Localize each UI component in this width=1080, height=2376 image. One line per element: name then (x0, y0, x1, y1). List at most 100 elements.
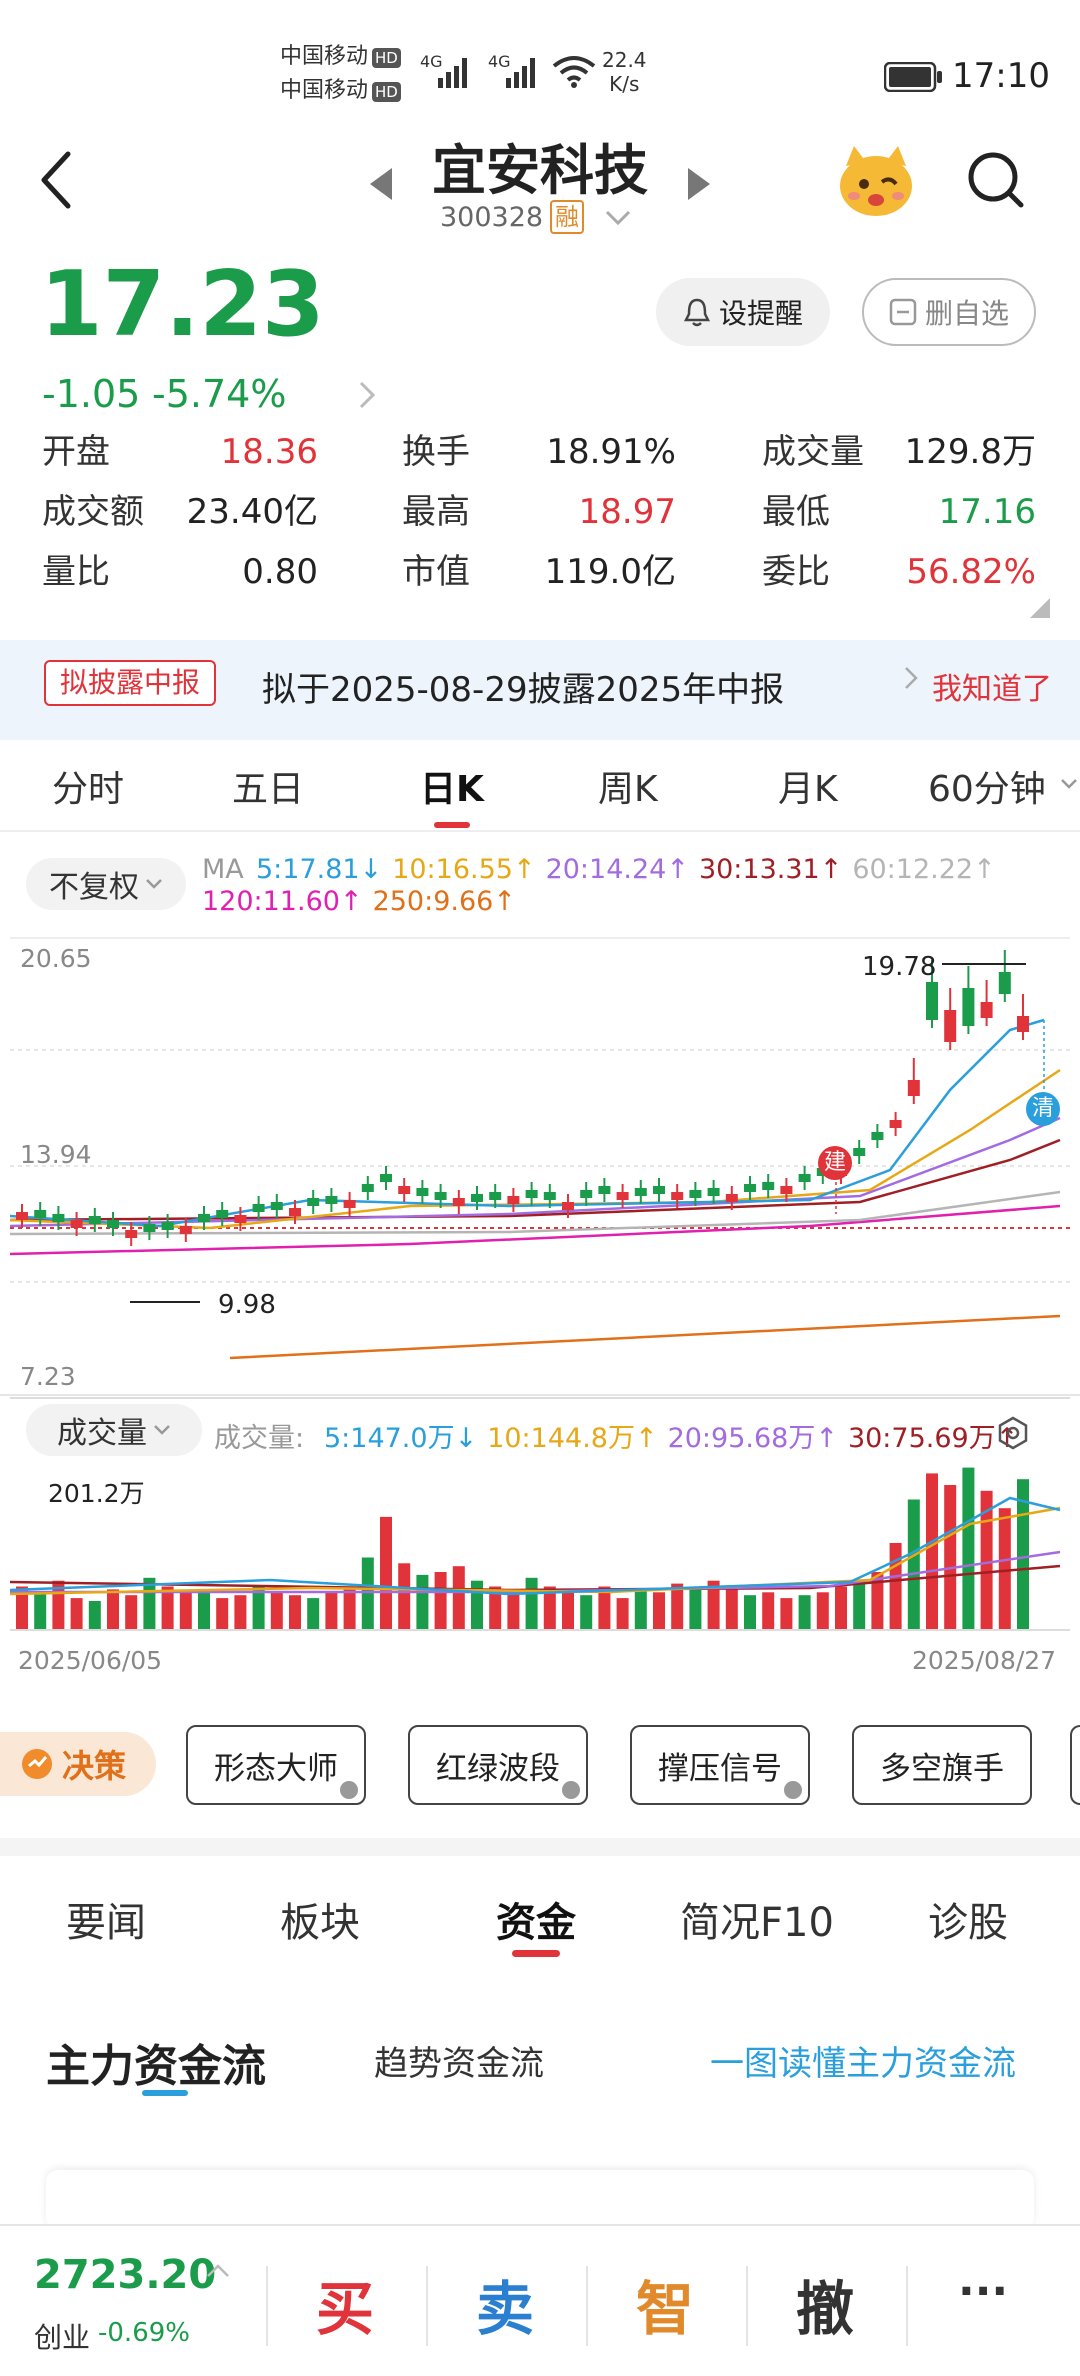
volume-bar (926, 1473, 938, 1630)
volume-bar (161, 1586, 174, 1630)
stat-value: 119.0亿 (544, 552, 676, 592)
next-stock-icon[interactable] (686, 166, 712, 206)
candle (143, 1224, 156, 1232)
remove-watchlist-label: 删自选 (924, 297, 1009, 330)
sell-button[interactable]: 卖 (476, 2275, 535, 2343)
volume-bar (434, 1572, 447, 1630)
stat-label: 成交量 (762, 432, 864, 472)
tab-3[interactable]: 周K (598, 769, 658, 810)
volume-bar (998, 1508, 1011, 1630)
more-icon[interactable]: ··· (958, 2266, 1009, 2317)
expand-corner-icon[interactable] (1030, 598, 1050, 622)
info-tab[interactable]: 资金 (496, 1900, 576, 1946)
bell-icon (683, 298, 711, 327)
volume-bar (198, 1589, 210, 1630)
settings-hex-icon[interactable] (996, 1416, 1030, 1454)
candle (289, 1208, 301, 1216)
clear-position-badge[interactable]: 清 (1026, 1092, 1060, 1126)
mascot-icon[interactable] (836, 142, 916, 222)
volume-legend-item: 5:147.0万↓ (324, 1423, 478, 1454)
volume-bar (853, 1580, 866, 1630)
stat-label: 最低 (762, 492, 830, 532)
decision-button[interactable]: 形态大师 (186, 1725, 366, 1805)
disclosure-notice[interactable]: 拟披露中报 拟于2025-08-29披露2025年中报 我知道了 (0, 640, 1080, 740)
chevron-down-icon[interactable] (604, 208, 632, 232)
decision-button[interactable]: 撑压信号 (630, 1725, 810, 1805)
info-tab[interactable]: 板块 (280, 1900, 360, 1946)
volume-bar (34, 1592, 47, 1630)
bottom-trade-bar: 2723.20 创业 -0.69% 买 卖 智 撤 ··· (0, 2224, 1080, 2376)
volume-bar (289, 1595, 301, 1630)
volume-bar (835, 1586, 847, 1630)
status-bar: 中国移动 HD 中国移动 HD 4G 4G 22.4 K/s 17:10 (0, 0, 1080, 130)
volume-bar (744, 1595, 756, 1630)
decision-tag[interactable]: 决策 (0, 1732, 156, 1796)
tab-trend-fund-flow[interactable]: 趋势资金流 (374, 2044, 544, 2084)
notice-ack[interactable]: 我知道了 (932, 672, 1052, 707)
back-icon[interactable] (36, 150, 76, 214)
volume-chart[interactable] (10, 1462, 1070, 1632)
candle (16, 1212, 28, 1220)
info-tab[interactable]: 诊股 (928, 1900, 1008, 1946)
smart-button[interactable]: 智 (636, 2275, 695, 2343)
volume-bar (88, 1601, 101, 1630)
candle (562, 1202, 574, 1210)
tab-1[interactable]: 五日 (232, 769, 305, 810)
adjust-select[interactable]: 不复权 (26, 858, 186, 910)
tab-5[interactable]: 60分钟 (928, 769, 1046, 810)
lock-icon (784, 1781, 802, 1799)
tab-2[interactable]: 日K (420, 769, 484, 810)
moving-average-line (229, 1314, 1061, 1360)
tab-0[interactable]: 分时 (52, 769, 125, 810)
candle (962, 988, 975, 1026)
chevron-down-icon[interactable] (1060, 778, 1078, 790)
decision-button-label: 红绿波段 (436, 1750, 560, 1787)
build-position-badge[interactable]: 建 (818, 1146, 852, 1180)
decision-button[interactable]: 红绿波段 (408, 1725, 588, 1805)
candle (980, 1002, 993, 1018)
ma-legend-row-1: 5:17.81↓ 10:16.55↑ 20:14.24↑ 30:13.31↑ 60:12… (256, 854, 1006, 885)
candle (725, 1194, 738, 1202)
carrier-1: 中国移动 HD (280, 44, 401, 70)
stat-value: 129.8万 (904, 432, 1036, 472)
fund-flow-guide-link[interactable]: 一图读懂主力资金流 (710, 2044, 1016, 2084)
volume-bar (125, 1595, 138, 1630)
cancel-order-button[interactable]: 撤 (796, 2275, 855, 2343)
stock-header: 宜安科技 300328 融 (0, 120, 1080, 240)
chevron-right-icon[interactable] (358, 380, 376, 414)
volume-bar (307, 1598, 320, 1630)
prev-stock-icon[interactable] (368, 166, 394, 206)
candlestick-chart[interactable] (10, 930, 1070, 1400)
stat-label: 最高 (402, 492, 470, 532)
ma-legend-item: 10:16.55↑ (392, 854, 536, 885)
chevron-up-icon[interactable] (206, 2262, 230, 2282)
volume-bar (252, 1586, 265, 1630)
divider (0, 830, 1080, 832)
volume-bar (70, 1598, 83, 1630)
info-tab[interactable]: 要闻 (66, 1900, 146, 1946)
more-buttons-edge[interactable] (1070, 1725, 1080, 1805)
stat-value: 17.16 (938, 492, 1036, 532)
volume-indicator-select[interactable]: 成交量 (26, 1404, 202, 1456)
decision-button[interactable]: 多空旗手 (852, 1725, 1032, 1805)
buy-button[interactable]: 买 (316, 2275, 375, 2343)
stat-label: 换手 (402, 432, 470, 472)
tab-4[interactable]: 月K (778, 769, 838, 810)
low-marker-label: 9.98 (218, 1290, 276, 1320)
info-tab[interactable]: 简况F10 (680, 1900, 834, 1946)
search-icon[interactable] (966, 150, 1026, 214)
candle (125, 1230, 138, 1238)
candle (762, 1182, 775, 1190)
volume-bar (980, 1490, 993, 1630)
volume-bar (580, 1595, 593, 1630)
fund-flow-card (46, 2170, 1034, 2230)
remove-watchlist-button[interactable]: 删自选 (862, 278, 1036, 346)
set-alert-button[interactable]: 设提醒 (656, 278, 830, 346)
stat-value: 18.91% (546, 432, 676, 472)
candle (780, 1186, 793, 1194)
volume-bar (707, 1580, 720, 1630)
tab-main-fund-flow[interactable]: 主力资金流 (46, 2041, 266, 2092)
index-value[interactable]: 2723.20 (34, 2252, 217, 2298)
volume-bar (562, 1592, 574, 1630)
y-axis-top: 20.65 (20, 944, 92, 973)
